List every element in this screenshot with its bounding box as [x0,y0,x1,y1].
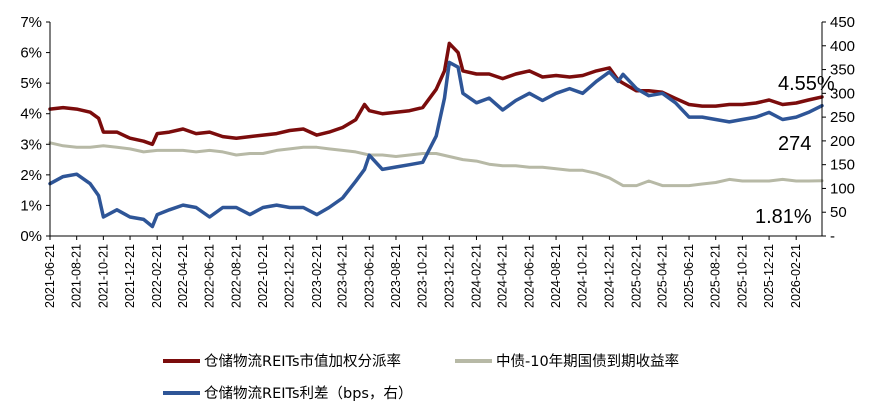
right-axis-ticks: - 50 100 150 200 250 300 350 400 450 [822,14,855,245]
x-tick-label: 2021-10-21 [96,244,110,308]
axes [49,22,823,237]
x-tick-label: 2025-10-21 [735,244,749,308]
x-tick-label: 2021-12-21 [123,244,137,308]
legend-label-treasury-yield: 中债-10年期国债到期收益率 [496,353,679,370]
x-tick-label: 2021-06-21 [43,244,57,308]
x-tick-label: 2022-02-21 [150,244,164,308]
x-tick-label: 2025-02-21 [630,244,644,308]
annotation-distribution-rate: 4.55% [778,73,835,95]
left-tick-label: 4% [20,106,42,123]
x-axis-ticks: 2021-06-21 2021-08-21 2021-10-21 2021-12-21… [43,236,803,308]
left-tick-label: 5% [20,75,42,92]
annotation-spread: 274 [778,133,811,155]
left-tick-label: 3% [20,136,42,153]
x-tick-label: 2023-04-21 [336,244,350,308]
left-tick-label: 6% [20,45,42,62]
right-tick-label: 400 [830,38,855,55]
x-tick-label: 2024-02-21 [469,244,483,308]
x-tick-label: 2026-02-21 [789,244,803,308]
x-tick-label: 2021-08-21 [70,244,84,308]
x-tick-label: 2023-06-21 [362,244,376,308]
right-tick-label: 200 [830,133,855,150]
left-tick-label: 0% [20,228,42,245]
x-tick-label: 2023-08-21 [389,244,403,308]
x-tick-label: 2024-06-21 [522,244,536,308]
left-tick-label: 1% [20,197,42,214]
x-tick-label: 2024-10-21 [576,244,590,308]
x-tick-label: 2023-12-21 [442,244,456,308]
x-tick-label: 2023-02-21 [310,244,324,308]
right-tick-label: 150 [830,157,855,174]
right-tick-label: 350 [830,62,855,79]
right-tick-label: 250 [830,109,855,126]
right-tick-label: 50 [830,204,847,221]
legend: 仓储物流REITs市值加权分派率 中债-10年期国债到期收益率 仓储物流REIT… [163,353,679,402]
x-tick-label: 2022-12-21 [283,244,297,308]
x-tick-label: 2024-04-21 [496,244,510,308]
right-tick-label: 300 [830,85,855,102]
series-line-treasury-yield [48,141,824,188]
legend-label-distribution-rate: 仓储物流REITs市值加权分派率 [204,353,401,370]
series-line-spread [48,60,824,229]
x-tick-label: 2025-08-21 [709,244,723,308]
annotation-treasury-yield: 1.81% [755,206,812,228]
x-tick-label: 2025-06-21 [682,244,696,308]
x-tick-label: 2022-04-21 [176,244,190,308]
series-line-distribution-rate [48,41,824,147]
x-tick-label: 2022-06-21 [203,244,217,308]
left-tick-label: 2% [20,167,42,184]
x-tick-label: 2024-12-21 [602,244,616,308]
x-tick-label: 2022-08-21 [229,244,243,308]
x-tick-label: 2023-10-21 [416,244,430,308]
x-tick-label: 2024-08-21 [549,244,563,308]
legend-label-spread: 仓储物流REITs利差（bps，右） [204,385,413,402]
plot-area [48,41,824,229]
left-tick-label: 7% [20,14,42,31]
left-axis-ticks: 0% 1% 2% 3% 4% 5% 6% 7% [20,14,50,245]
x-tick-label: 2022-10-21 [256,244,270,308]
right-tick-label: 100 [830,180,855,197]
x-tick-label: 2025-04-21 [655,244,669,308]
right-tick-label: 450 [830,14,855,31]
right-tick-label: - [830,228,835,245]
x-tick-label: 2025-12-21 [762,244,776,308]
